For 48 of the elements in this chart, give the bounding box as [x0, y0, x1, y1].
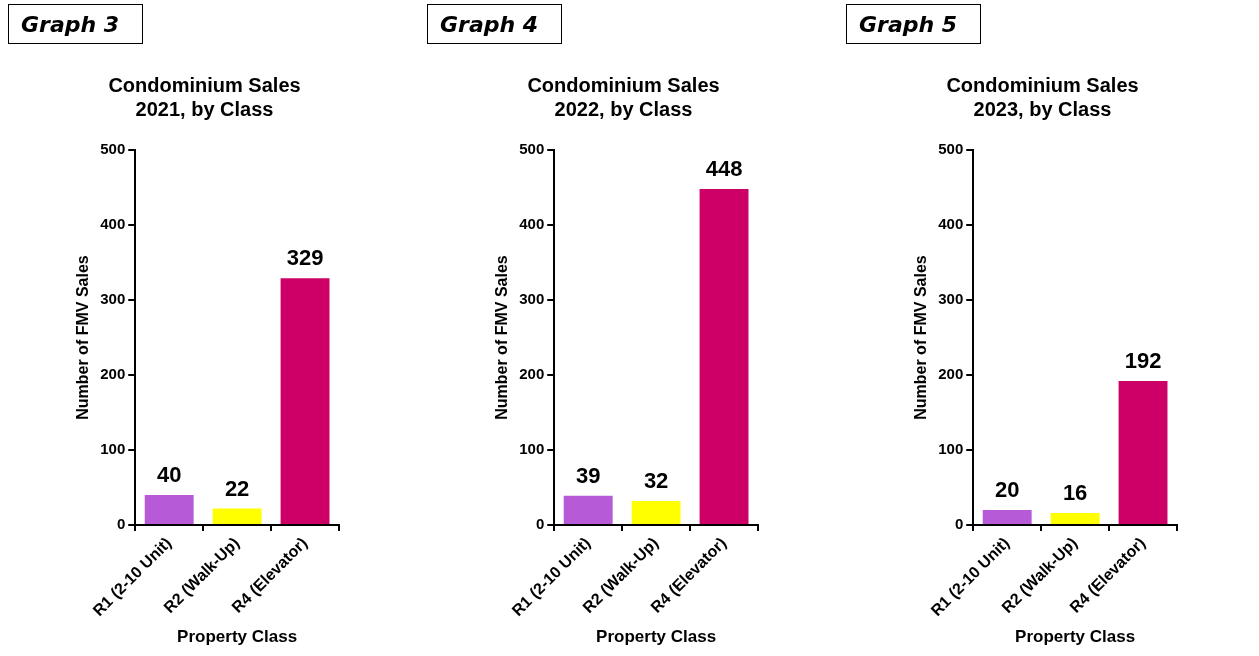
data-label: 32: [643, 468, 669, 494]
bar: [212, 508, 262, 525]
x-axis-title: Property Class: [177, 627, 298, 647]
bar: [144, 495, 194, 525]
y-tick-label: 200: [100, 365, 126, 383]
y-tick-label: 0: [116, 515, 126, 533]
data-label: 39: [575, 462, 601, 488]
x-axis-title: Property Class: [596, 627, 717, 647]
data-label: 329: [286, 245, 324, 271]
y-tick-label: 100: [519, 440, 545, 458]
caption: Graph 4: [427, 4, 562, 44]
data-label: 448: [705, 156, 743, 182]
y-tick-label: 500: [100, 140, 126, 158]
y-tick-label: 100: [938, 440, 964, 458]
caption: Graph 3: [8, 4, 143, 44]
y-tick-label: 0: [954, 515, 964, 533]
bar: [1118, 381, 1168, 525]
bar: [631, 501, 681, 525]
bar: [982, 510, 1032, 525]
y-tick-label: 400: [938, 215, 964, 233]
y-tick-label: 400: [519, 215, 545, 233]
y-tick-label: 500: [519, 140, 545, 158]
bar: [280, 278, 330, 525]
y-tick-label: 300: [100, 290, 126, 308]
y-axis-title: Number of FMV Sales: [493, 255, 511, 420]
chart-title: Condominium Sales 2022, by Class: [527, 73, 720, 120]
data-label: 192: [1124, 348, 1162, 374]
y-tick-label: 200: [938, 365, 964, 383]
y-tick-label: 300: [519, 290, 545, 308]
data-label: 40: [156, 462, 182, 488]
bar: [563, 495, 613, 525]
bar: [1050, 513, 1100, 525]
y-tick-label: 100: [100, 440, 126, 458]
data-label: 22: [224, 475, 250, 501]
y-tick-label: 200: [519, 365, 545, 383]
data-label: 20: [994, 477, 1020, 503]
y-tick-label: 400: [100, 215, 126, 233]
y-tick-label: 500: [938, 140, 964, 158]
data-label: 16: [1062, 480, 1088, 506]
x-axis-title: Property Class: [1015, 627, 1136, 647]
y-axis-title: Number of FMV Sales: [74, 255, 92, 420]
chart-title: Condominium Sales 2021, by Class: [108, 73, 301, 120]
y-axis-title: Number of FMV Sales: [912, 255, 930, 420]
y-tick-label: 0: [535, 515, 545, 533]
chart-title: Condominium Sales 2023, by Class: [946, 73, 1139, 120]
bar: [699, 189, 749, 525]
caption: Graph 5: [846, 4, 981, 44]
y-tick-label: 300: [938, 290, 964, 308]
